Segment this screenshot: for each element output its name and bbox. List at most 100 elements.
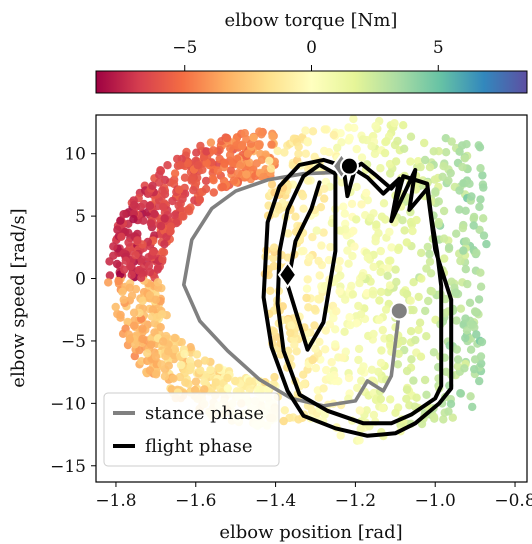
scatter-point: [354, 301, 363, 311]
scatter-point: [135, 345, 144, 355]
scatter-point: [354, 355, 363, 365]
scatter-point: [359, 362, 368, 371]
scatter-point: [324, 255, 334, 265]
scatter-point: [374, 367, 383, 376]
scatter-point: [452, 229, 461, 238]
scatter-point: [169, 374, 178, 383]
scatter-point: [383, 288, 392, 297]
scatter-point: [114, 276, 123, 286]
scatter-point: [335, 287, 344, 296]
scatter-point: [459, 179, 468, 188]
scatter-point: [303, 275, 312, 284]
scatter-point: [180, 173, 190, 182]
scatter-point: [455, 205, 464, 214]
scatter-point: [357, 376, 366, 385]
scatter-point: [363, 196, 372, 205]
scatter-point: [109, 242, 118, 251]
scatter-point: [446, 399, 456, 409]
scatter-point: [321, 345, 330, 354]
scatter-point: [138, 296, 147, 305]
scatter-point: [265, 156, 274, 165]
scatter-point: [325, 320, 335, 329]
scatter-point: [465, 179, 474, 188]
scatter-point: [475, 225, 484, 234]
scatter-point: [434, 219, 443, 229]
scatter-point: [366, 213, 375, 223]
scatter-point: [362, 406, 371, 415]
scatter-point: [439, 162, 448, 171]
scatter-point: [127, 270, 136, 280]
scatter-point: [347, 199, 357, 209]
scatter-point: [189, 186, 198, 195]
scatter-point: [299, 246, 308, 256]
scatter-point: [283, 229, 293, 238]
scatter-point: [116, 310, 125, 320]
scatter-point: [315, 271, 324, 280]
scatter-point: [335, 226, 345, 235]
scatter-point: [105, 257, 114, 266]
scatter-point: [300, 379, 309, 388]
scatter-point: [155, 170, 164, 179]
scatter-point: [245, 158, 254, 167]
scatter-point: [170, 175, 179, 184]
scatter-point: [460, 154, 470, 163]
scatter-point: [213, 166, 223, 175]
scatter-point: [214, 363, 223, 373]
scatter-point: [112, 259, 122, 269]
scatter-point: [324, 148, 334, 157]
scatter-point: [416, 352, 426, 361]
scatter-point: [105, 271, 115, 280]
scatter-point: [170, 211, 179, 220]
scatter-point: [164, 347, 173, 356]
trajectory-markers: [277, 152, 409, 321]
scatter-point: [329, 313, 338, 323]
scatter-point: [441, 367, 451, 376]
scatter-point: [267, 180, 277, 189]
scatter-point: [394, 349, 403, 359]
scatter-point: [357, 200, 366, 209]
scatter-point: [402, 385, 412, 394]
scatter-point: [190, 385, 200, 395]
scatter-point: [348, 251, 357, 261]
scatter-point: [151, 295, 160, 304]
x-tick-label: −0.8: [494, 491, 532, 511]
scatter-point: [345, 313, 354, 322]
scatter-point: [409, 278, 418, 287]
scatter-point: [424, 296, 433, 306]
scatter-point: [195, 195, 204, 205]
scatter-point: [320, 125, 329, 134]
scatter-point: [393, 136, 402, 146]
scatter-point: [222, 133, 232, 143]
scatter-point: [311, 344, 320, 353]
scatter-point: [422, 390, 431, 399]
scatter-point: [294, 415, 303, 424]
scatter-point: [308, 355, 317, 365]
scatter-point: [245, 385, 254, 394]
scatter-point: [249, 133, 258, 142]
x-axis-label: elbow position [rad]: [219, 522, 402, 543]
scatter-point: [180, 349, 189, 359]
colorbar-ticks: −5 0 5: [172, 38, 444, 71]
scatter-point: [461, 314, 470, 323]
scatter-point: [375, 296, 384, 305]
scatter-point: [362, 188, 371, 198]
scatter-point: [376, 358, 386, 368]
scatter-point: [371, 121, 380, 131]
flight-diamond-marker: [277, 261, 298, 289]
scatter-point: [381, 305, 391, 314]
scatter-point: [406, 327, 416, 336]
scatter-point: [467, 192, 476, 201]
scatter-point: [310, 321, 319, 330]
scatter-point: [129, 321, 139, 330]
scatter-point: [226, 144, 235, 153]
y-axis-label: elbow speed [rad/s]: [8, 208, 29, 387]
scatter-point: [385, 227, 394, 237]
scatter-point: [186, 362, 195, 371]
scatter-point: [461, 237, 471, 246]
scatter-point: [126, 262, 135, 271]
scatter-point: [465, 298, 475, 307]
scatter-point: [352, 215, 361, 224]
scatter-point: [333, 143, 342, 152]
scatter-point: [130, 351, 139, 361]
